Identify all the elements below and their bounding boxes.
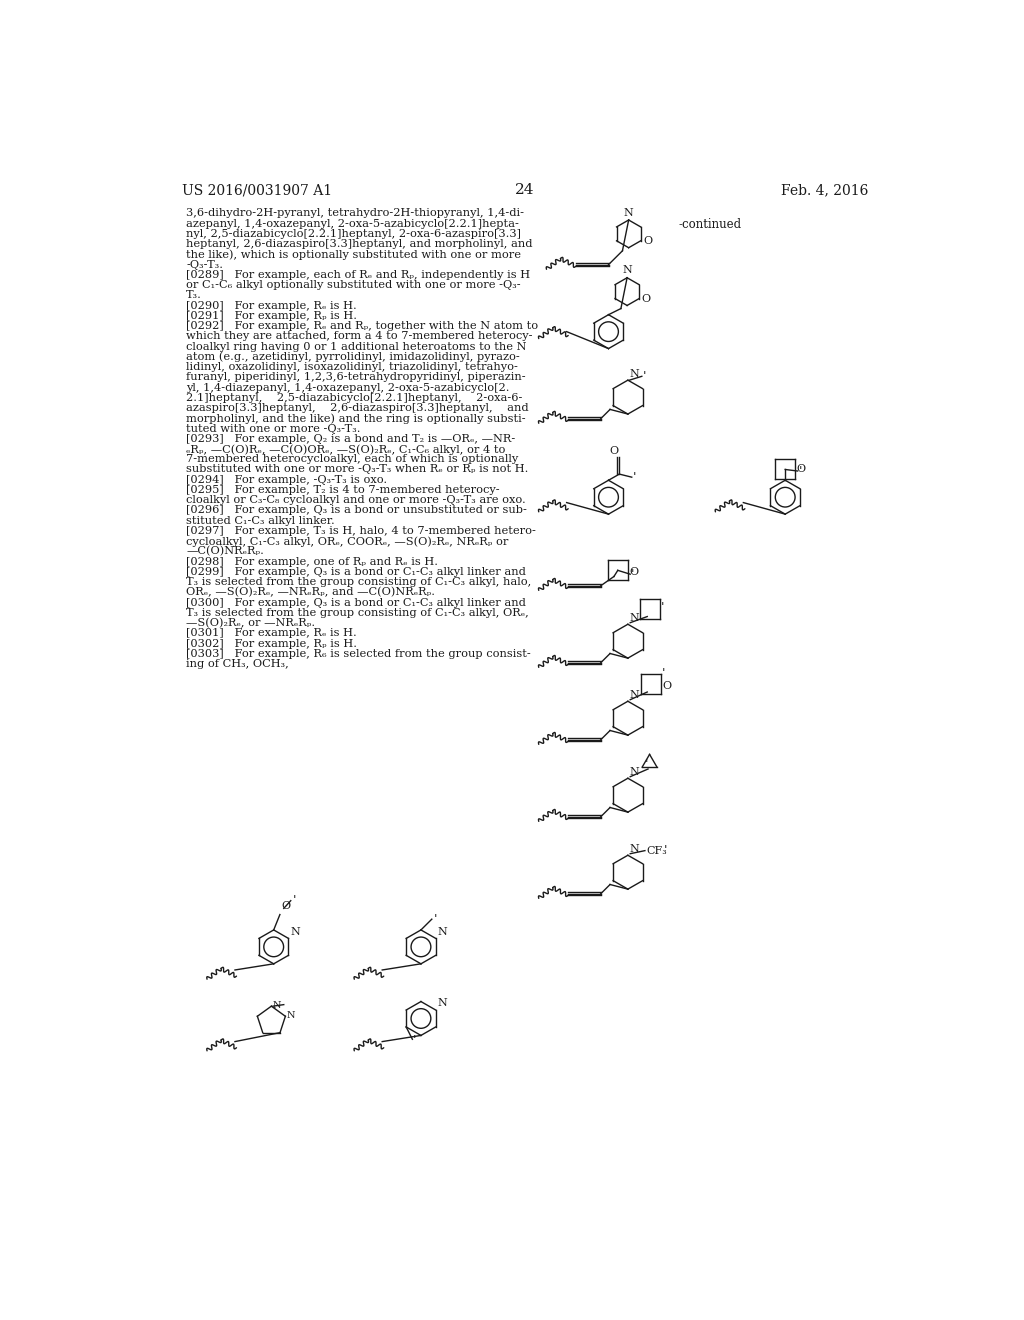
Text: O: O: [643, 236, 652, 246]
Text: T₃ is selected from the group consisting of C₁-C₃ alkyl, halo,: T₃ is selected from the group consisting…: [186, 577, 531, 587]
Text: N: N: [287, 1011, 296, 1020]
Text: 24: 24: [515, 183, 535, 197]
Text: cycloalkyl, C₁-C₃ alkyl, ORₑ, COORₑ, —S(O)₂Rₑ, NRₑRₚ or: cycloalkyl, C₁-C₃ alkyl, ORₑ, COORₑ, —S(…: [186, 536, 509, 546]
Text: O: O: [609, 446, 618, 455]
Text: furanyl, piperidinyl, 1,2,3,6-tetrahydropyridinyl, piperazin-: furanyl, piperidinyl, 1,2,3,6-tetrahydro…: [186, 372, 525, 383]
Text: [0301]   For example, Rₑ is H.: [0301] For example, Rₑ is H.: [186, 628, 357, 639]
Text: N: N: [290, 927, 300, 937]
Text: N: N: [273, 1001, 282, 1010]
Text: N: N: [624, 207, 634, 218]
Text: atom (e.g., azetidinyl, pyrrolidinyl, imidazolidinyl, pyrazo-: atom (e.g., azetidinyl, pyrrolidinyl, im…: [186, 352, 520, 363]
Text: nyl, 2,5-diazabicyclo[2.2.1]heptanyl, 2-oxa-6-azaspiro[3.3]: nyl, 2,5-diazabicyclo[2.2.1]heptanyl, 2-…: [186, 228, 521, 239]
Text: O: O: [663, 681, 672, 690]
Text: US 2016/0031907 A1: US 2016/0031907 A1: [182, 183, 333, 197]
Text: O: O: [630, 566, 639, 577]
Text: [0298]   For example, one of Rₚ and Rₑ is H.: [0298] For example, one of Rₚ and Rₑ is …: [186, 557, 438, 566]
Text: —C(O)NRₑRₚ.: —C(O)NRₑRₚ.: [186, 546, 264, 557]
Text: lidinyl, oxazolidinyl, isoxazolidinyl, triazolidinyl, tetrahyo-: lidinyl, oxazolidinyl, isoxazolidinyl, t…: [186, 362, 518, 372]
Text: -Q₃-T₃.: -Q₃-T₃.: [186, 260, 223, 269]
Text: N: N: [437, 998, 447, 1008]
Text: ': ': [633, 471, 636, 483]
Text: morpholinyl, and the like) and the ring is optionally substi-: morpholinyl, and the like) and the ring …: [186, 413, 525, 424]
Text: azepanyl, 1,4-oxazepanyl, 2-oxa-5-azabicyclo[2.2.1]hepta-: azepanyl, 1,4-oxazepanyl, 2-oxa-5-azabic…: [186, 219, 519, 228]
Text: ': ': [664, 843, 667, 857]
Text: [0293]   For example, Q₂ is a bond and T₂ is —ORₑ, —NR-: [0293] For example, Q₂ is a bond and T₂ …: [186, 434, 515, 444]
Text: ing of CH₃, OCH₃,: ing of CH₃, OCH₃,: [186, 659, 289, 669]
Text: azaspiro[3.3]heptanyl,    2,6-diazaspiro[3.3]heptanyl,    and: azaspiro[3.3]heptanyl, 2,6-diazaspiro[3.…: [186, 403, 528, 413]
Text: [0300]   For example, Q₃ is a bond or C₁-C₃ alkyl linker and: [0300] For example, Q₃ is a bond or C₁-C…: [186, 598, 526, 607]
Text: N: N: [630, 767, 639, 776]
Text: 7-membered heterocycloalkyl, each of which is optionally: 7-membered heterocycloalkyl, each of whi…: [186, 454, 518, 465]
Text: T₃ is selected from the group consisting of C₁-C₃ alkyl, ORₑ,: T₃ is selected from the group consisting…: [186, 607, 528, 618]
Text: [0299]   For example, Q₃ is a bond or C₁-C₃ alkyl linker and: [0299] For example, Q₃ is a bond or C₁-C…: [186, 566, 526, 577]
Text: ': ': [662, 667, 666, 680]
Text: which they are attached, form a 4 to 7-membered heterocy-: which they are attached, form a 4 to 7-m…: [186, 331, 532, 342]
Text: N: N: [630, 368, 639, 379]
Text: tuted with one or more -Q₃-T₃.: tuted with one or more -Q₃-T₃.: [186, 424, 360, 433]
Text: ': ': [660, 601, 664, 614]
Text: T₃.: T₃.: [186, 290, 202, 301]
Text: ': ': [433, 912, 437, 925]
Text: [0292]   For example, Rₑ and Rₚ, together with the N atom to: [0292] For example, Rₑ and Rₚ, together …: [186, 321, 539, 331]
Text: [0289]   For example, each of Rₑ and Rₚ, independently is H: [0289] For example, each of Rₑ and Rₚ, i…: [186, 269, 530, 280]
Text: stituted C₁-C₃ alkyl linker.: stituted C₁-C₃ alkyl linker.: [186, 516, 335, 525]
Text: ': ': [643, 370, 646, 383]
Text: yl, 1,4-diazepanyl, 1,4-oxazepanyl, 2-oxa-5-azabicyclo[2.: yl, 1,4-diazepanyl, 1,4-oxazepanyl, 2-ox…: [186, 383, 510, 392]
Text: ': ': [644, 758, 648, 771]
Text: Feb. 4, 2016: Feb. 4, 2016: [780, 183, 868, 197]
Text: [0290]   For example, Rₑ is H.: [0290] For example, Rₑ is H.: [186, 301, 357, 310]
Text: cloalkyl ring having 0 or 1 additional heteroatoms to the N: cloalkyl ring having 0 or 1 additional h…: [186, 342, 526, 351]
Text: [0296]   For example, Q₃ is a bond or unsubstituted or sub-: [0296] For example, Q₃ is a bond or unsu…: [186, 506, 527, 515]
Text: N: N: [630, 843, 639, 854]
Text: O: O: [797, 465, 806, 474]
Text: 2.1]heptanyl,    2,5-diazabicyclo[2.2.1]heptanyl,    2-oxa-6-: 2.1]heptanyl, 2,5-diazabicyclo[2.2.1]hep…: [186, 393, 522, 403]
Text: cloalkyl or C₃-C₈ cycloalkyl and one or more -Q₃-T₃ are oxo.: cloalkyl or C₃-C₈ cycloalkyl and one or …: [186, 495, 526, 506]
Text: [0303]   For example, R₆ is selected from the group consist-: [0303] For example, R₆ is selected from …: [186, 649, 530, 659]
Text: -continued: -continued: [678, 218, 741, 231]
Text: the like), which is optionally substituted with one or more: the like), which is optionally substitut…: [186, 249, 521, 260]
Text: heptanyl, 2,6-diazaspiro[3.3]heptanyl, and morpholinyl, and: heptanyl, 2,6-diazaspiro[3.3]heptanyl, a…: [186, 239, 532, 249]
Text: 3,6-dihydro-2H-pyranyl, tetrahydro-2H-thiopyranyl, 1,4-di-: 3,6-dihydro-2H-pyranyl, tetrahydro-2H-th…: [186, 209, 524, 218]
Text: O: O: [641, 293, 650, 304]
Text: substituted with one or more -Q₃-T₃ when Rₑ or Rₚ is not H.: substituted with one or more -Q₃-T₃ when…: [186, 465, 528, 474]
Text: [0291]   For example, Rₚ is H.: [0291] For example, Rₚ is H.: [186, 310, 357, 321]
Text: O: O: [282, 902, 291, 911]
Text: N: N: [630, 612, 639, 623]
Text: ': ': [799, 465, 802, 478]
Text: [0295]   For example, T₂ is 4 to 7-membered heterocy-: [0295] For example, T₂ is 4 to 7-membere…: [186, 484, 500, 495]
Text: ': ': [413, 1035, 417, 1047]
Text: ': ': [292, 894, 296, 907]
Text: [0297]   For example, T₃ is H, halo, 4 to 7-membered hetero-: [0297] For example, T₃ is H, halo, 4 to …: [186, 525, 536, 536]
Text: [0302]   For example, Rₚ is H.: [0302] For example, Rₚ is H.: [186, 639, 357, 648]
Text: N: N: [623, 265, 632, 276]
Text: or C₁-C₆ alkyl optionally substituted with one or more -Q₃-: or C₁-C₆ alkyl optionally substituted wi…: [186, 280, 521, 290]
Text: —S(O)₂Rₑ, or —NRₑRₚ.: —S(O)₂Rₑ, or —NRₑRₚ.: [186, 618, 315, 628]
Text: ORₑ, —S(O)₂Rₑ, —NRₑRₚ, and —C(O)NRₑRₚ.: ORₑ, —S(O)₂Rₑ, —NRₑRₚ, and —C(O)NRₑRₚ.: [186, 587, 435, 598]
Text: ': ': [631, 568, 635, 581]
Text: N: N: [630, 690, 639, 700]
Text: CF₃: CF₃: [646, 846, 668, 855]
Text: ₑRₚ, —C(O)Rₑ, —C(O)ORₑ, —S(O)₂Rₑ, C₁-C₆ alkyl, or 4 to: ₑRₚ, —C(O)Rₑ, —C(O)ORₑ, —S(O)₂Rₑ, C₁-C₆ …: [186, 444, 506, 454]
Text: [0294]   For example, -Q₃-T₃ is oxo.: [0294] For example, -Q₃-T₃ is oxo.: [186, 475, 387, 484]
Text: N: N: [437, 927, 447, 937]
